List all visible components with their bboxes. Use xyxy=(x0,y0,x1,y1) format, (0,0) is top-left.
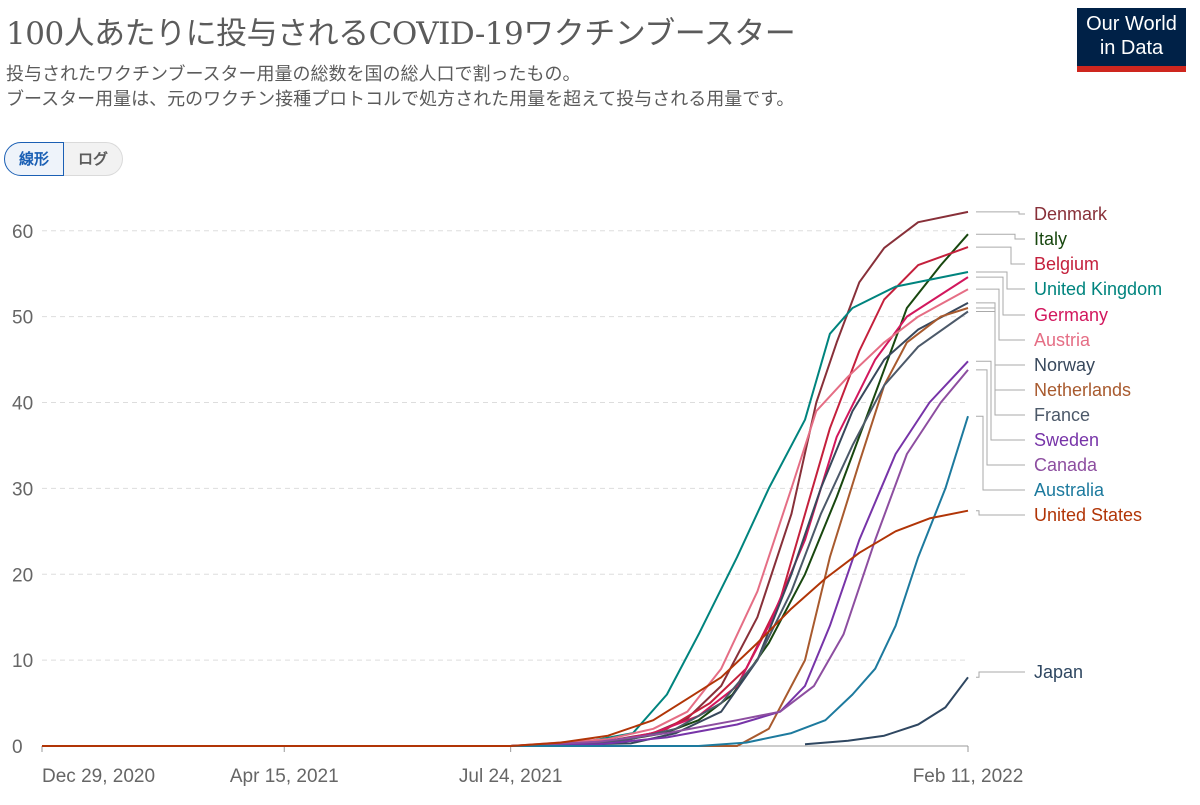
legend-label-canada[interactable]: Canada xyxy=(1034,455,1098,475)
legend-label-united-states[interactable]: United States xyxy=(1034,505,1142,525)
series-line-denmark[interactable] xyxy=(42,210,969,747)
scale-toggle: 線形 ログ xyxy=(4,142,124,176)
legend-label-sweden[interactable]: Sweden xyxy=(1034,430,1099,450)
legend-connector xyxy=(976,307,1025,391)
logo-red-bar xyxy=(1077,66,1186,72)
series-line-united-kingdom[interactable] xyxy=(42,271,969,747)
x-tick-label: Apr 15, 2021 xyxy=(230,766,339,787)
legend-connector xyxy=(976,360,1025,441)
x-tick-label: Jul 24, 2021 xyxy=(459,766,563,787)
series-line-united-states[interactable] xyxy=(42,509,969,747)
legend-connector xyxy=(976,369,1025,466)
chart-title: 100人あたりに投与されるCOVID-19ワクチンブースター xyxy=(6,16,796,52)
legend-connector xyxy=(976,246,1025,265)
legend-connector xyxy=(976,671,1025,678)
series-line-australia[interactable] xyxy=(42,415,969,747)
legend-connector xyxy=(976,211,1025,215)
legend-label-belgium[interactable]: Belgium xyxy=(1034,254,1099,274)
legend-layer: Denmark Italy Belgium United Kingdom Germany… xyxy=(976,204,1162,682)
chart-subtitle-2: ブースター用量は、元のワクチン接種プロトコルで処方された用量を超えて投与される用… xyxy=(6,89,795,110)
legend-connector xyxy=(976,415,1025,491)
linear-scale-button[interactable]: 線形 xyxy=(4,142,65,176)
grid-layer xyxy=(42,230,968,661)
legend-connector xyxy=(976,233,1025,240)
series-line-japan[interactable] xyxy=(804,676,969,746)
axis-layer: 0 10 20 30 40 50 60 Dec 29, 2020 Apr 15, 2021 Jul… xyxy=(12,222,1023,787)
logo-line-2: in Data xyxy=(1099,37,1164,59)
y-tick-label: 30 xyxy=(12,479,33,500)
legend-label-netherlands[interactable]: Netherlands xyxy=(1034,380,1131,400)
y-tick-label: 40 xyxy=(12,394,33,415)
y-tick-label: 0 xyxy=(12,737,23,758)
legend-label-france[interactable]: France xyxy=(1034,405,1090,425)
legend-label-united-kingdom[interactable]: United Kingdom xyxy=(1034,279,1162,299)
legend-label-denmark[interactable]: Denmark xyxy=(1034,204,1108,224)
legend-connector xyxy=(976,510,1025,516)
legend-label-italy[interactable]: Italy xyxy=(1034,229,1067,249)
x-tick-label: Dec 29, 2020 xyxy=(42,766,155,787)
series-line-canada[interactable] xyxy=(42,369,969,747)
series-line-netherlands[interactable] xyxy=(42,307,969,747)
legend-connector xyxy=(976,276,1025,316)
chart-subtitle-1: 投与されたワクチンブースター用量の総数を国の総人口で割ったもの。 xyxy=(6,64,581,85)
legend-label-austria[interactable]: Austria xyxy=(1034,330,1091,350)
legend-connector xyxy=(976,310,1025,416)
legend-label-germany[interactable]: Germany xyxy=(1034,305,1108,325)
legend-label-norway[interactable]: Norway xyxy=(1034,355,1095,375)
legend-label-australia[interactable]: Australia xyxy=(1034,480,1105,500)
series-line-sweden[interactable] xyxy=(42,360,969,747)
legend-label-japan[interactable]: Japan xyxy=(1034,662,1083,682)
series-line-austria[interactable] xyxy=(42,288,969,747)
logo-line-1: Our World xyxy=(1086,13,1177,35)
series-layer xyxy=(42,210,969,747)
legend-connector xyxy=(976,288,1025,341)
y-tick-label: 60 xyxy=(12,222,33,243)
series-line-germany[interactable] xyxy=(42,276,969,747)
y-tick-label: 20 xyxy=(12,565,33,586)
y-tick-label: 50 xyxy=(12,308,33,329)
legend-connector xyxy=(976,271,1025,290)
legend-connector xyxy=(976,302,1025,366)
y-tick-label: 10 xyxy=(12,651,33,672)
log-scale-button[interactable]: ログ xyxy=(64,142,124,176)
x-tick-label: Feb 11, 2022 xyxy=(913,766,1024,787)
series-line-italy[interactable] xyxy=(42,233,969,747)
owid-logo[interactable]: Our World in Data xyxy=(1077,8,1186,72)
series-line-france[interactable] xyxy=(42,310,969,747)
series-line-norway[interactable] xyxy=(42,302,969,747)
